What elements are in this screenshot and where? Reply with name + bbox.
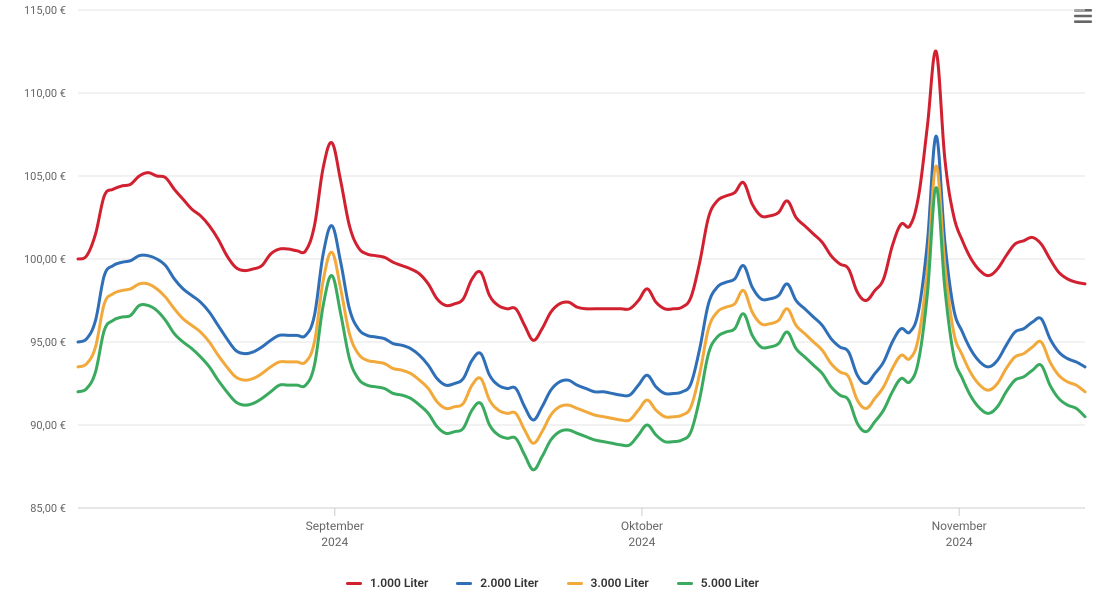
- y-tick-label: 110,00 €: [24, 87, 66, 100]
- x-month-label: November: [932, 519, 987, 533]
- legend-swatch: [677, 582, 693, 585]
- chart-svg: 85,00 € 90,00 € 95,00 € 100,00 € 105,00 € 110…: [0, 0, 1105, 602]
- legend-item[interactable]: 2.000 Liter: [456, 576, 538, 590]
- y-tick-label: 90,00 €: [30, 419, 66, 432]
- legend-swatch: [456, 582, 472, 585]
- series-line: [78, 188, 1085, 470]
- y-tick-label: 95,00 €: [30, 336, 66, 349]
- legend-label: 2.000 Liter: [480, 576, 538, 590]
- legend-item[interactable]: 3.000 Liter: [567, 576, 649, 590]
- x-month-label: September: [306, 519, 364, 533]
- legend-label: 1.000 Liter: [370, 576, 428, 590]
- price-chart: 85,00 € 90,00 € 95,00 € 100,00 € 105,00 € 110…: [0, 0, 1105, 602]
- y-tick-label: 115,00 €: [24, 4, 66, 17]
- y-tick-label: 85,00 €: [30, 502, 66, 515]
- x-year-label: 2024: [628, 535, 655, 549]
- legend-label: 5.000 Liter: [701, 576, 759, 590]
- y-tick-label: 105,00 €: [24, 170, 66, 183]
- legend-item[interactable]: 5.000 Liter: [677, 576, 759, 590]
- legend-swatch: [567, 582, 583, 585]
- legend-label: 3.000 Liter: [591, 576, 649, 590]
- legend-item[interactable]: 1.000 Liter: [346, 576, 428, 590]
- x-year-label: 2024: [946, 535, 973, 549]
- x-month-label: Oktober: [621, 519, 663, 533]
- y-tick-label: 100,00 €: [24, 253, 66, 266]
- x-year-label: 2024: [321, 535, 348, 549]
- legend-swatch: [346, 582, 362, 585]
- chart-legend: 1.000 Liter 2.000 Liter 3.000 Liter 5.00…: [0, 574, 1105, 591]
